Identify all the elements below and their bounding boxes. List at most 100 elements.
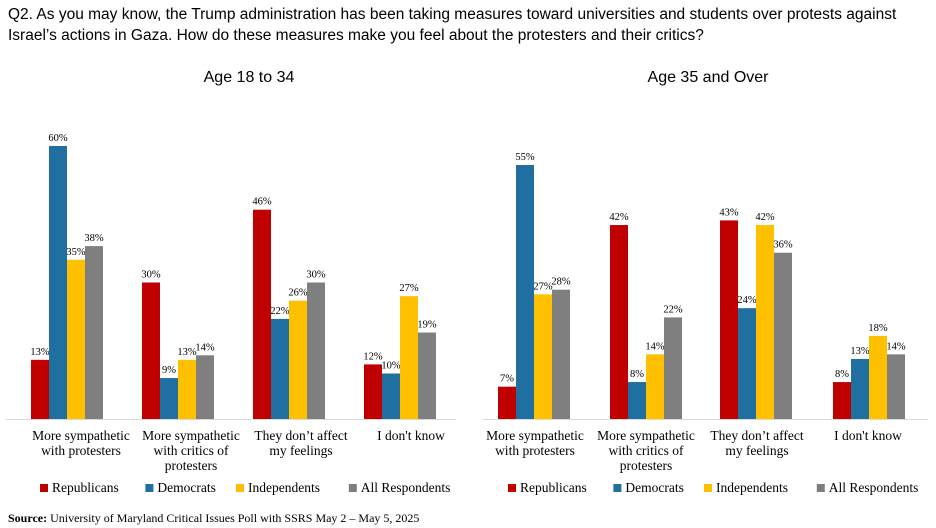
data-label: 24% <box>737 295 757 306</box>
legend-swatch <box>145 484 154 492</box>
data-label: 28% <box>551 277 571 288</box>
bar <box>646 354 664 419</box>
bar <box>160 378 178 419</box>
category-label: with critics of <box>154 443 229 458</box>
data-label: 35% <box>66 247 86 258</box>
bar <box>142 282 160 419</box>
bar <box>196 355 214 419</box>
bar <box>628 382 646 419</box>
data-label: 22% <box>663 304 683 315</box>
category-label: protesters <box>165 458 217 473</box>
data-label: 18% <box>868 323 888 334</box>
bar <box>271 318 289 419</box>
data-label: 42% <box>755 212 775 223</box>
bar <box>720 220 738 419</box>
source-label: Source: <box>8 511 48 525</box>
legend-swatch <box>236 484 244 492</box>
legend-label: Republicans <box>520 480 587 495</box>
data-label: 43% <box>719 207 739 218</box>
data-label: 10% <box>381 361 401 372</box>
bar <box>869 335 887 419</box>
legend-swatch <box>508 484 516 492</box>
legend-label: Democrats <box>157 480 215 495</box>
category-label: More sympathetic <box>597 428 695 443</box>
bar <box>307 282 325 419</box>
data-label: 19% <box>417 320 437 331</box>
legend-swatch <box>613 484 622 492</box>
data-label: 13% <box>30 347 50 358</box>
data-label: 46% <box>252 197 272 208</box>
category-label: with protesters <box>495 443 575 458</box>
legend-swatch <box>348 484 357 492</box>
bar <box>552 289 570 419</box>
bar <box>85 246 103 419</box>
bar <box>756 225 774 419</box>
category-label: I don't know <box>834 428 902 443</box>
data-label: 13% <box>177 347 197 358</box>
data-label: 55% <box>515 152 535 163</box>
category-label: my feelings <box>269 443 332 458</box>
bar <box>49 146 67 419</box>
bar <box>664 317 682 419</box>
legend-swatch <box>816 484 825 492</box>
bar <box>833 382 851 419</box>
bar <box>418 332 436 419</box>
data-label: 7% <box>500 374 514 385</box>
legend-label: Republicans <box>52 480 119 495</box>
chart-title: Age 35 and Over <box>648 69 770 86</box>
data-label: 38% <box>84 233 104 244</box>
source-note: Source: University of Maryland Critical … <box>8 511 419 526</box>
source-text: University of Maryland Critical Issues P… <box>50 511 420 525</box>
data-label: 42% <box>609 212 629 223</box>
chart-title: Age 18 to 34 <box>204 69 295 86</box>
legend-swatch <box>40 484 48 492</box>
legend-label: Democrats <box>625 480 683 495</box>
bar <box>67 259 85 419</box>
category-label: with critics of <box>609 443 684 458</box>
bar <box>774 252 792 419</box>
bar <box>516 165 534 419</box>
bar <box>610 225 628 419</box>
data-label: 26% <box>288 288 308 299</box>
category-label: More sympathetic <box>486 428 584 443</box>
data-label: 9% <box>162 365 176 376</box>
legend-label: All Respondents <box>361 480 451 495</box>
category-label: protesters <box>620 458 672 473</box>
data-label: 30% <box>141 270 161 281</box>
bar <box>534 294 552 419</box>
data-label: 22% <box>270 306 290 317</box>
bar <box>364 364 382 419</box>
data-label: 27% <box>399 283 419 294</box>
data-label: 12% <box>363 351 383 362</box>
category-label: I don't know <box>377 428 445 443</box>
data-label: 8% <box>630 369 644 380</box>
data-label: 14% <box>195 342 215 353</box>
data-label: 14% <box>645 341 665 352</box>
bar <box>851 358 869 419</box>
category-label: with protesters <box>41 443 121 458</box>
category-label: They don’t affect <box>710 428 803 443</box>
question-text: Q2. As you may know, the Trump administr… <box>8 6 897 44</box>
bar <box>498 386 516 419</box>
data-label: 60% <box>48 133 68 144</box>
bar <box>738 308 756 419</box>
data-label: 8% <box>835 369 849 380</box>
legend-label: Independents <box>248 480 320 495</box>
bar <box>887 354 905 419</box>
data-label: 13% <box>850 346 870 357</box>
data-label: 14% <box>886 341 906 352</box>
bar <box>253 209 271 419</box>
data-label: 30% <box>306 270 326 281</box>
data-label: 36% <box>773 240 793 251</box>
bar <box>178 359 196 419</box>
bar <box>400 296 418 419</box>
legend-label: Independents <box>716 480 788 495</box>
legend-swatch <box>704 484 712 492</box>
category-label: They don’t affect <box>254 428 347 443</box>
legend-label: All Respondents <box>829 480 919 495</box>
bar <box>289 300 307 419</box>
category-label: More sympathetic <box>142 428 240 443</box>
data-label: 27% <box>533 281 553 292</box>
category-label: my feelings <box>725 443 788 458</box>
